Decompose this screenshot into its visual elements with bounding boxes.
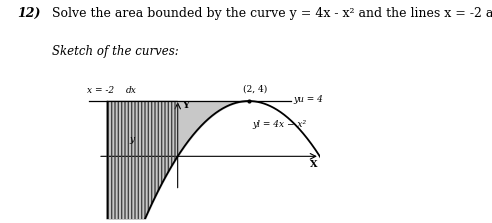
Text: Y: Y: [182, 101, 189, 110]
Text: Sketch of the curves:: Sketch of the curves:: [52, 45, 179, 58]
Text: yl = 4x − x²: yl = 4x − x²: [252, 120, 307, 129]
Text: X: X: [310, 161, 318, 169]
Text: dx: dx: [126, 86, 137, 95]
Text: x = -2: x = -2: [87, 86, 114, 95]
Text: yu = 4: yu = 4: [293, 95, 323, 104]
Text: (2, 4): (2, 4): [244, 85, 268, 93]
Text: y: y: [129, 135, 134, 144]
Text: 12): 12): [17, 7, 41, 20]
Text: Solve the area bounded by the curve y = 4x - x² and the lines x = -2 and y = 4.: Solve the area bounded by the curve y = …: [52, 7, 492, 20]
